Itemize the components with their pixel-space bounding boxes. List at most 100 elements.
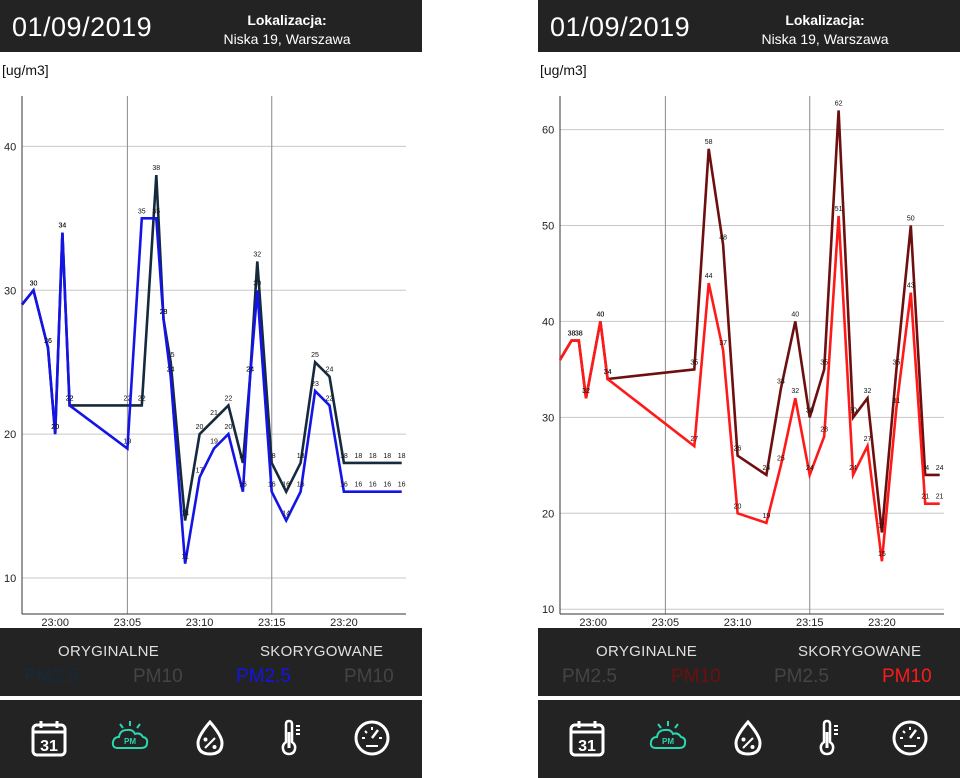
legend-corrected-pm25[interactable]: PM2.5 — [236, 666, 291, 687]
data-label: 16 — [340, 482, 348, 489]
data-label: 22 — [66, 395, 74, 402]
x-tick-label: 23:20 — [330, 617, 358, 628]
data-label: 22 — [225, 395, 233, 402]
legend-bar: ORYGINALNE SKORYGOWANE PM2.5 PM10 PM2.5 … — [0, 628, 422, 696]
data-label: 30 — [30, 280, 38, 287]
series-line-0 — [20, 175, 402, 521]
data-label: 44 — [705, 273, 713, 280]
data-label: 30 — [849, 407, 857, 414]
data-label: 27 — [690, 436, 698, 443]
line-chart-pm25[interactable]: 10 20 30 40 23:00 23:05 23:10 23:15 23:20 30 26 20 3… — [0, 80, 422, 628]
bottom-toolbar: 31 PM — [0, 700, 422, 778]
data-label: 14 — [181, 510, 189, 517]
data-label: 18 — [268, 453, 276, 460]
panel-pm10: 01/09/2019 Lokalizacja: Niska 19, Warsza… — [538, 0, 960, 778]
data-label: 16 — [398, 482, 406, 489]
data-label: 28 — [160, 309, 168, 316]
calendar-icon[interactable]: 31 — [29, 718, 69, 758]
humidity-icon[interactable] — [728, 718, 768, 758]
calendar-day: 31 — [578, 738, 596, 755]
data-label: 16 — [297, 482, 305, 489]
legend-original-pm25[interactable]: PM2.5 — [24, 666, 79, 687]
data-label: 37 — [719, 340, 727, 347]
data-label: 21 — [210, 410, 218, 417]
data-label: 24 — [326, 367, 334, 374]
data-label: 24 — [936, 465, 944, 472]
data-label: 38 — [575, 331, 583, 338]
data-label: 19 — [123, 439, 131, 446]
x-tick-label: 23:00 — [579, 617, 607, 628]
data-label: 22 — [326, 395, 334, 402]
y-tick-label: 20 — [542, 508, 554, 520]
y-tick-label: 30 — [4, 285, 16, 297]
data-label: 24 — [246, 367, 254, 374]
pressure-gauge-icon[interactable] — [890, 718, 930, 758]
data-label: 35 — [820, 359, 828, 366]
pm-icon-label: PM — [662, 737, 674, 746]
series-line-1 — [558, 215, 940, 562]
thermometer-icon[interactable] — [270, 718, 310, 758]
data-label: 16 — [354, 482, 362, 489]
unit-label: [ug/m3] — [2, 62, 49, 78]
pm-cloud-icon[interactable]: PM — [648, 718, 688, 758]
date-label[interactable]: 01/09/2019 — [12, 12, 153, 42]
data-label: 21 — [936, 494, 944, 501]
header-bar: 01/09/2019 Lokalizacja: Niska 19, Warsza… — [538, 0, 960, 52]
data-label: 20 — [196, 424, 204, 431]
data-label: 18 — [354, 453, 362, 460]
y-tick-label: 10 — [542, 604, 554, 616]
data-label: 43 — [907, 283, 915, 290]
data-label: 26 — [44, 338, 52, 345]
data-label: 40 — [597, 311, 605, 318]
data-label: 24 — [167, 367, 175, 374]
data-label: 24 — [921, 465, 929, 472]
data-label: 22 — [138, 395, 146, 402]
data-label: 34 — [59, 223, 67, 230]
legend-original-pm10[interactable]: PM10 — [671, 666, 721, 687]
data-label: 17 — [196, 467, 204, 474]
data-label: 16 — [383, 482, 391, 489]
thermometer-icon[interactable] — [808, 718, 848, 758]
legend-original-pm25[interactable]: PM2.5 — [562, 666, 617, 687]
unit-label: [ug/m3] — [540, 62, 587, 78]
x-tick-label: 23:15 — [258, 617, 286, 628]
y-tick-label: 50 — [542, 221, 554, 233]
date-label[interactable]: 01/09/2019 — [550, 12, 691, 42]
y-tick-label: 60 — [542, 125, 554, 137]
data-label: 51 — [835, 206, 843, 213]
data-label: 24 — [849, 465, 857, 472]
data-label: 38 — [152, 165, 160, 172]
legend-corrected-pm10[interactable]: PM10 — [344, 666, 394, 687]
calendar-icon[interactable]: 31 — [567, 718, 607, 758]
pressure-gauge-icon[interactable] — [352, 718, 392, 758]
data-label: 35 — [152, 208, 160, 215]
humidity-icon[interactable] — [190, 718, 230, 758]
y-tick-label: 40 — [542, 316, 554, 328]
data-label: 18 — [297, 453, 305, 460]
legend-original-heading: ORYGINALNE — [58, 643, 160, 660]
data-label: 62 — [835, 100, 843, 107]
data-label: 16 — [282, 482, 290, 489]
data-label: 18 — [398, 453, 406, 460]
legend-corrected-pm25[interactable]: PM2.5 — [774, 666, 829, 687]
data-label: 19 — [210, 439, 218, 446]
x-tick-label: 23:10 — [186, 617, 214, 628]
x-tick-label: 23:00 — [41, 617, 69, 628]
panel-pm25: 01/09/2019 Lokalizacja: Niska 19, Warsza… — [0, 0, 422, 778]
data-label: 20 — [51, 424, 59, 431]
data-label: 11 — [181, 554, 188, 561]
data-label: 30 — [253, 280, 261, 287]
data-label: 35 — [138, 208, 146, 215]
pm-cloud-icon[interactable]: PM — [110, 718, 150, 758]
legend-original-pm10[interactable]: PM10 — [133, 666, 183, 687]
data-label: 32 — [582, 388, 590, 395]
data-label: 28 — [820, 427, 828, 434]
data-label: 24 — [806, 465, 814, 472]
data-label: 40 — [597, 311, 605, 318]
series-line-1 — [20, 217, 402, 564]
legend-corrected-pm10[interactable]: PM10 — [882, 666, 932, 687]
data-label: 50 — [907, 216, 915, 223]
data-label: 22 — [123, 395, 131, 402]
data-label: 18 — [340, 453, 348, 460]
